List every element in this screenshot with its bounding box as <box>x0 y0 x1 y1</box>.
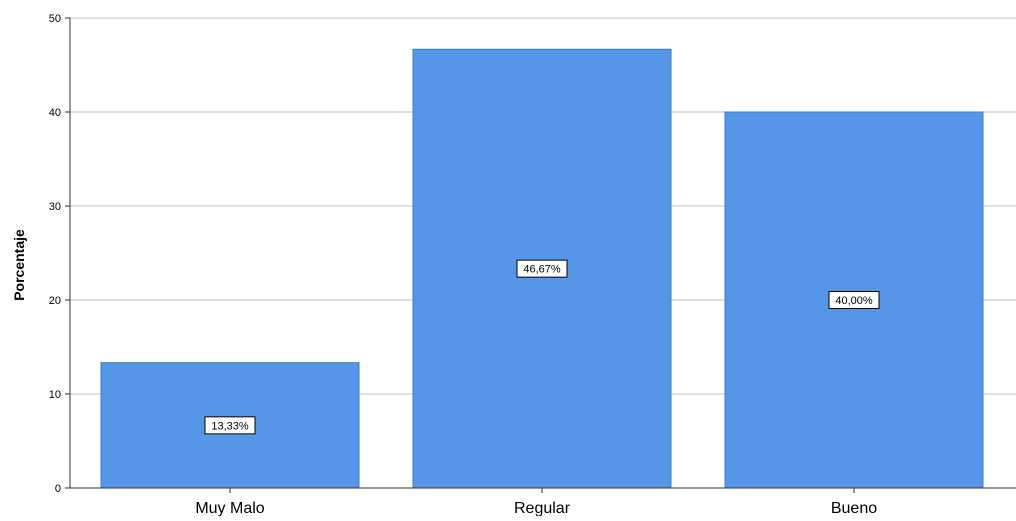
axis-layer <box>65 17 1016 493</box>
data-label: 40,00% <box>835 295 873 307</box>
y-tick-label: 10 <box>49 389 61 401</box>
y-tick-label: 50 <box>49 13 61 25</box>
data-label: 46,67% <box>523 264 561 276</box>
y-tick-label: 0 <box>55 483 61 495</box>
y-tick-label: 30 <box>49 201 61 213</box>
data-label-box <box>204 416 256 435</box>
labels-layer: 0 10 20 30 40 50 13,33% Muy Malo 46,67% Regular 40… <box>49 13 880 517</box>
data-label-box <box>516 259 568 278</box>
x-category-label: Regular <box>514 500 571 516</box>
y-axis-title: Porcentaje <box>11 229 27 301</box>
y-tick-label: 40 <box>49 107 61 119</box>
data-label: 13,33% <box>211 420 249 432</box>
bars-layer <box>100 48 984 489</box>
data-label-box <box>828 291 880 309</box>
x-category-label: Muy Malo <box>195 500 264 516</box>
x-category-label: Bueno <box>831 500 877 516</box>
y-tick-label: 20 <box>49 295 61 307</box>
